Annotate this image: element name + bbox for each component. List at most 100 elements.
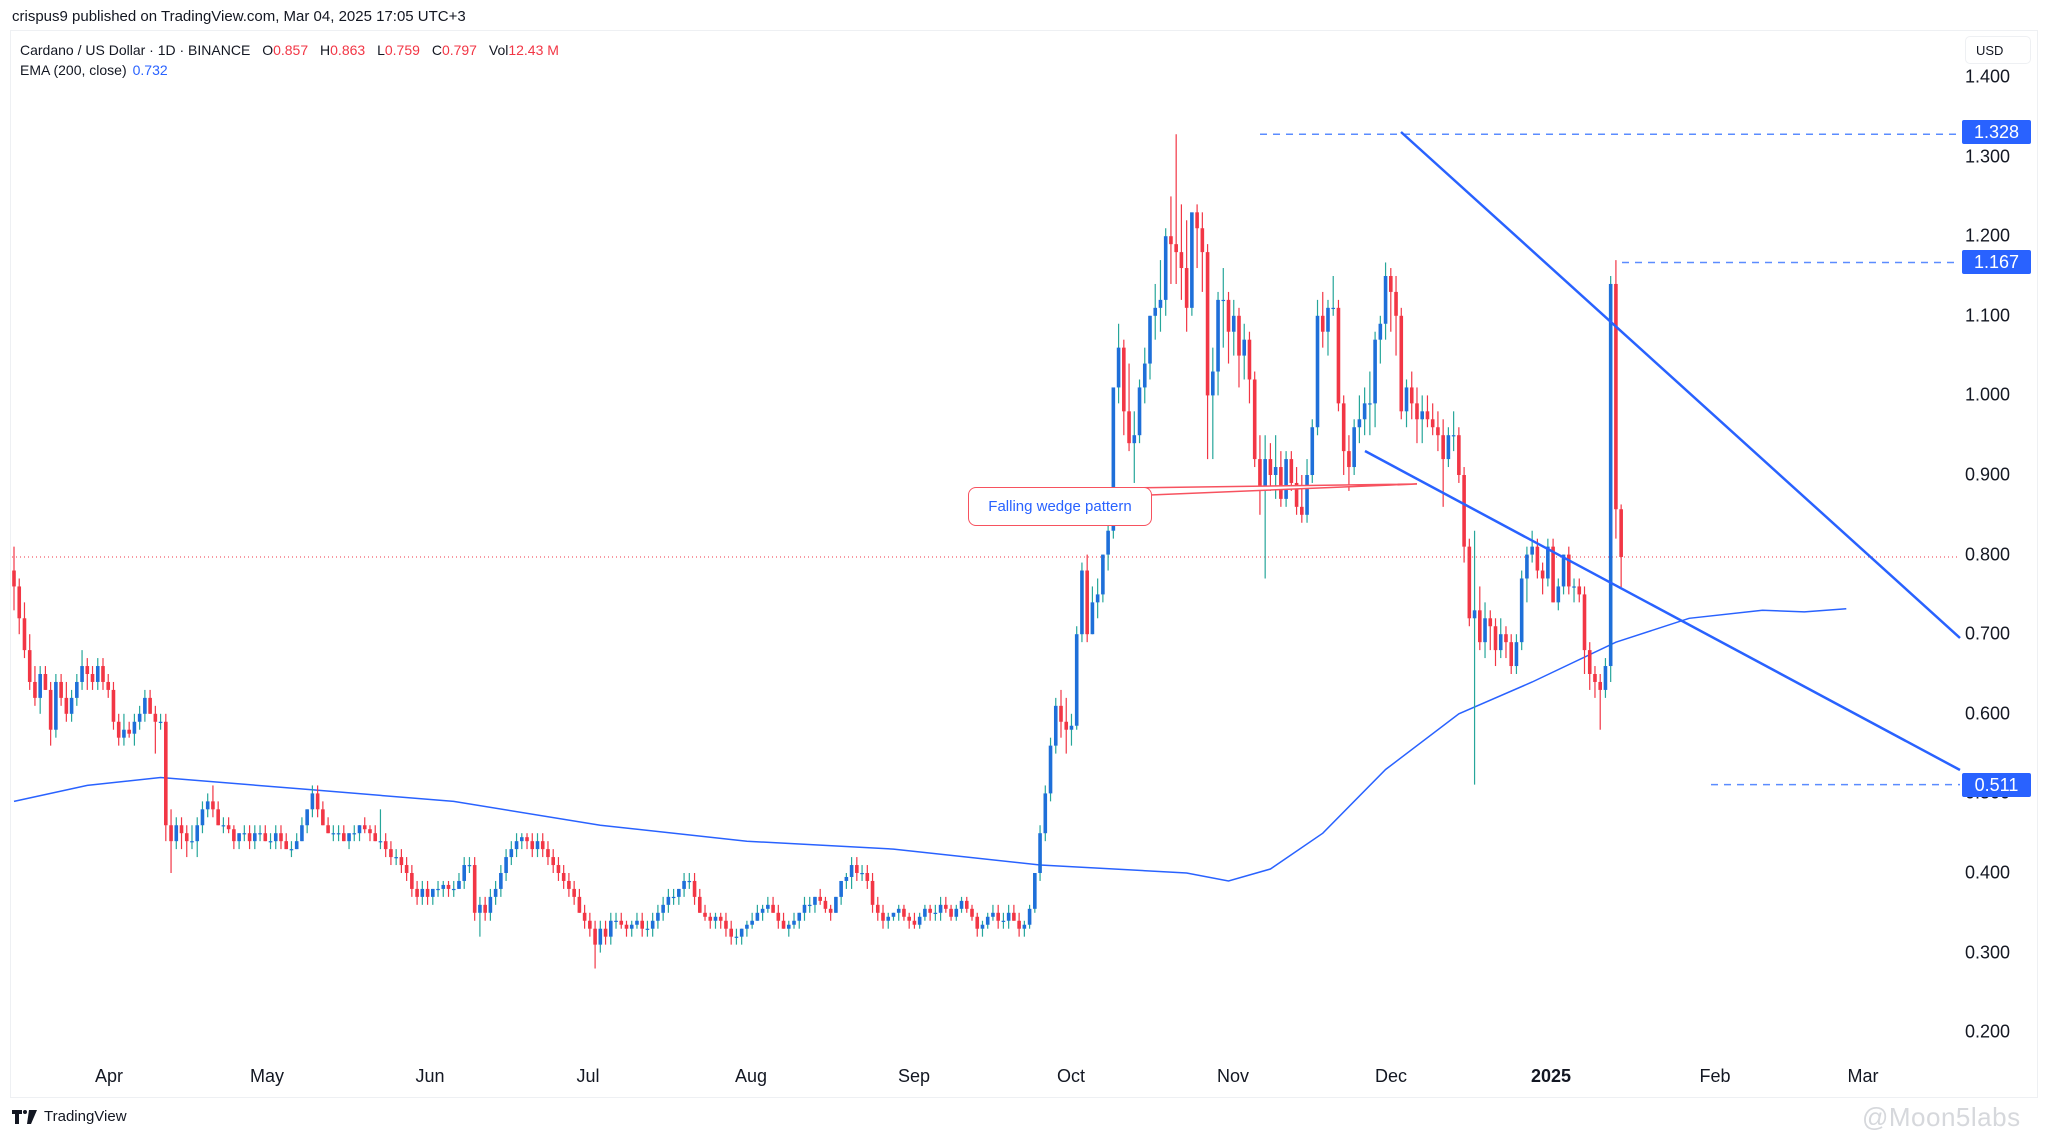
tradingview-brand[interactable]: TradingView [12, 1108, 127, 1125]
candle-body [164, 721, 168, 826]
ema-indicator-row[interactable]: EMA (200, close) 0.732 [20, 60, 559, 80]
time-tick-label: Aug [734, 1066, 768, 1086]
candle-body [1090, 602, 1095, 635]
candle-body [734, 936, 739, 938]
symbol-row[interactable]: Cardano / US Dollar · 1D · BINANCE O0.85… [20, 40, 559, 60]
candle-body [216, 809, 220, 826]
candle-body [1226, 299, 1231, 332]
watermark-text: @Moon5labs [1862, 1102, 2021, 1132]
candle-body [546, 849, 550, 858]
candle-body [577, 896, 582, 913]
candle-body [1069, 725, 1074, 730]
candle-body [300, 825, 304, 842]
candle-body [1179, 252, 1184, 269]
candle-body [1111, 387, 1116, 531]
candle-body [1383, 276, 1388, 324]
candle-body [1598, 681, 1603, 690]
price-tick-label: 0.800 [1965, 544, 2011, 565]
candle-body [431, 888, 435, 897]
candle-body [321, 809, 325, 826]
candle-body [666, 896, 671, 905]
candle-body [1085, 570, 1089, 635]
candle-body [1525, 554, 1529, 579]
level-badge-resistance: 1.167 [1962, 250, 2031, 274]
candle-body [64, 697, 69, 714]
candle-body [781, 920, 786, 929]
candle-body [1378, 323, 1383, 340]
symbol-title: Cardano / US Dollar · 1D · BINANCE [20, 42, 251, 58]
candle-body [148, 697, 152, 714]
low-value: 0.759 [384, 42, 420, 58]
candle-body [802, 904, 807, 913]
ema-value: 0.732 [132, 62, 168, 78]
candle-body [1305, 475, 1309, 515]
falling-wedge-callout[interactable]: Falling wedge pattern [968, 487, 1152, 526]
candle-body [593, 928, 597, 945]
open-value: 0.857 [273, 42, 309, 58]
time-tick-label: May [249, 1066, 285, 1086]
candle-body [158, 721, 163, 723]
candle-body [1415, 403, 1419, 420]
candle-body [1566, 554, 1571, 587]
volume-label: Vol [488, 42, 509, 58]
candle-body [582, 912, 587, 921]
candle-body [211, 801, 215, 810]
candle-body [1310, 427, 1315, 475]
candle-body [342, 833, 346, 842]
candle-body [247, 833, 252, 842]
candle-body [870, 880, 875, 905]
candle-body [766, 904, 770, 909]
wedge-lower-trendline[interactable] [1364, 449, 1961, 772]
candle-body [205, 801, 210, 810]
candle-body [692, 880, 697, 897]
candle-body [635, 920, 639, 925]
candle-body [273, 833, 278, 842]
candle-body [143, 697, 147, 714]
candle-body [12, 570, 16, 587]
level-badge-low: 0.511 [1962, 773, 2031, 797]
currency-button[interactable]: USD [1965, 36, 2031, 64]
candle-body [1184, 268, 1189, 308]
candle-body [1389, 276, 1393, 292]
candle-body [1163, 236, 1168, 300]
candle-body [1582, 594, 1587, 651]
candle-body [1347, 451, 1351, 468]
candle-body [425, 888, 430, 897]
candle-body [1608, 283, 1613, 667]
candle-body [242, 833, 247, 835]
candle-body [1504, 634, 1508, 643]
candle-body [1498, 634, 1503, 651]
candle-body [797, 912, 802, 921]
candle-body [1614, 283, 1618, 510]
candle-body [195, 825, 200, 842]
candle-body [1221, 299, 1226, 302]
candle-body [1467, 546, 1472, 619]
candle-body [27, 650, 32, 682]
candle-body [682, 880, 686, 889]
candle-body [1394, 291, 1398, 316]
candle-body [436, 888, 440, 891]
candle-body [964, 900, 969, 909]
candle-body [1540, 570, 1545, 579]
candle-body [603, 928, 608, 937]
candle-body [184, 833, 189, 842]
candle-body [755, 912, 760, 921]
candle-body [1315, 315, 1320, 428]
candle-body [1122, 347, 1126, 412]
candle-body [1116, 347, 1121, 388]
candle-body [1127, 411, 1131, 444]
candle-body [839, 880, 843, 897]
candle-body [519, 837, 524, 842]
wedge-upper-trendline[interactable] [1400, 131, 1961, 639]
close-label: C [431, 42, 442, 58]
candle-body [1399, 315, 1404, 412]
candle-body [902, 908, 906, 917]
candle-body [237, 833, 241, 842]
candle-body [975, 916, 980, 929]
candle-body [729, 928, 733, 937]
candle-body [1263, 459, 1267, 491]
candle-body [174, 825, 179, 842]
candle-body [1268, 459, 1273, 475]
candle-body [153, 713, 158, 722]
